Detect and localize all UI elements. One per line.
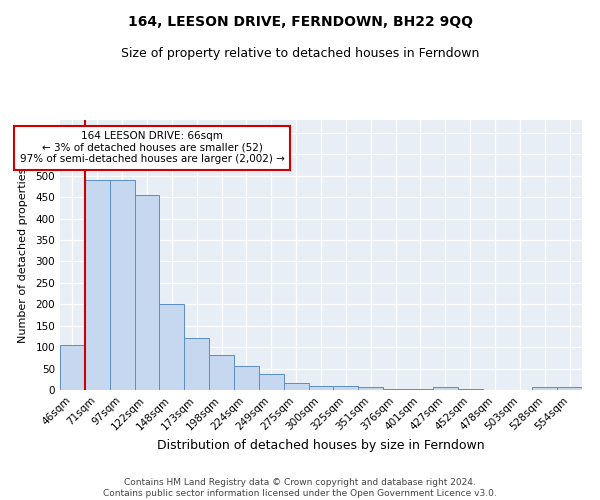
Text: Size of property relative to detached houses in Ferndown: Size of property relative to detached ho… — [121, 48, 479, 60]
Bar — [557, 387, 582, 390]
Bar — [284, 383, 308, 390]
Bar — [458, 389, 482, 390]
Text: 164 LEESON DRIVE: 66sqm
← 3% of detached houses are smaller (52)
97% of semi-det: 164 LEESON DRIVE: 66sqm ← 3% of detached… — [20, 132, 284, 164]
Bar — [60, 345, 85, 390]
Bar — [532, 387, 557, 390]
Bar — [160, 304, 184, 390]
Bar — [408, 389, 433, 390]
Bar — [110, 180, 134, 390]
Bar — [85, 180, 110, 390]
Bar — [358, 387, 383, 390]
Bar — [134, 195, 160, 390]
Text: Contains HM Land Registry data © Crown copyright and database right 2024.
Contai: Contains HM Land Registry data © Crown c… — [103, 478, 497, 498]
Bar — [234, 366, 259, 390]
Text: 164, LEESON DRIVE, FERNDOWN, BH22 9QQ: 164, LEESON DRIVE, FERNDOWN, BH22 9QQ — [128, 15, 473, 29]
Bar — [209, 355, 234, 390]
Bar — [259, 374, 284, 390]
Bar — [433, 388, 458, 390]
Bar — [334, 386, 358, 390]
Bar — [383, 389, 408, 390]
Bar — [308, 386, 334, 390]
X-axis label: Distribution of detached houses by size in Ferndown: Distribution of detached houses by size … — [157, 438, 485, 452]
Bar — [184, 338, 209, 390]
Y-axis label: Number of detached properties: Number of detached properties — [19, 168, 28, 342]
